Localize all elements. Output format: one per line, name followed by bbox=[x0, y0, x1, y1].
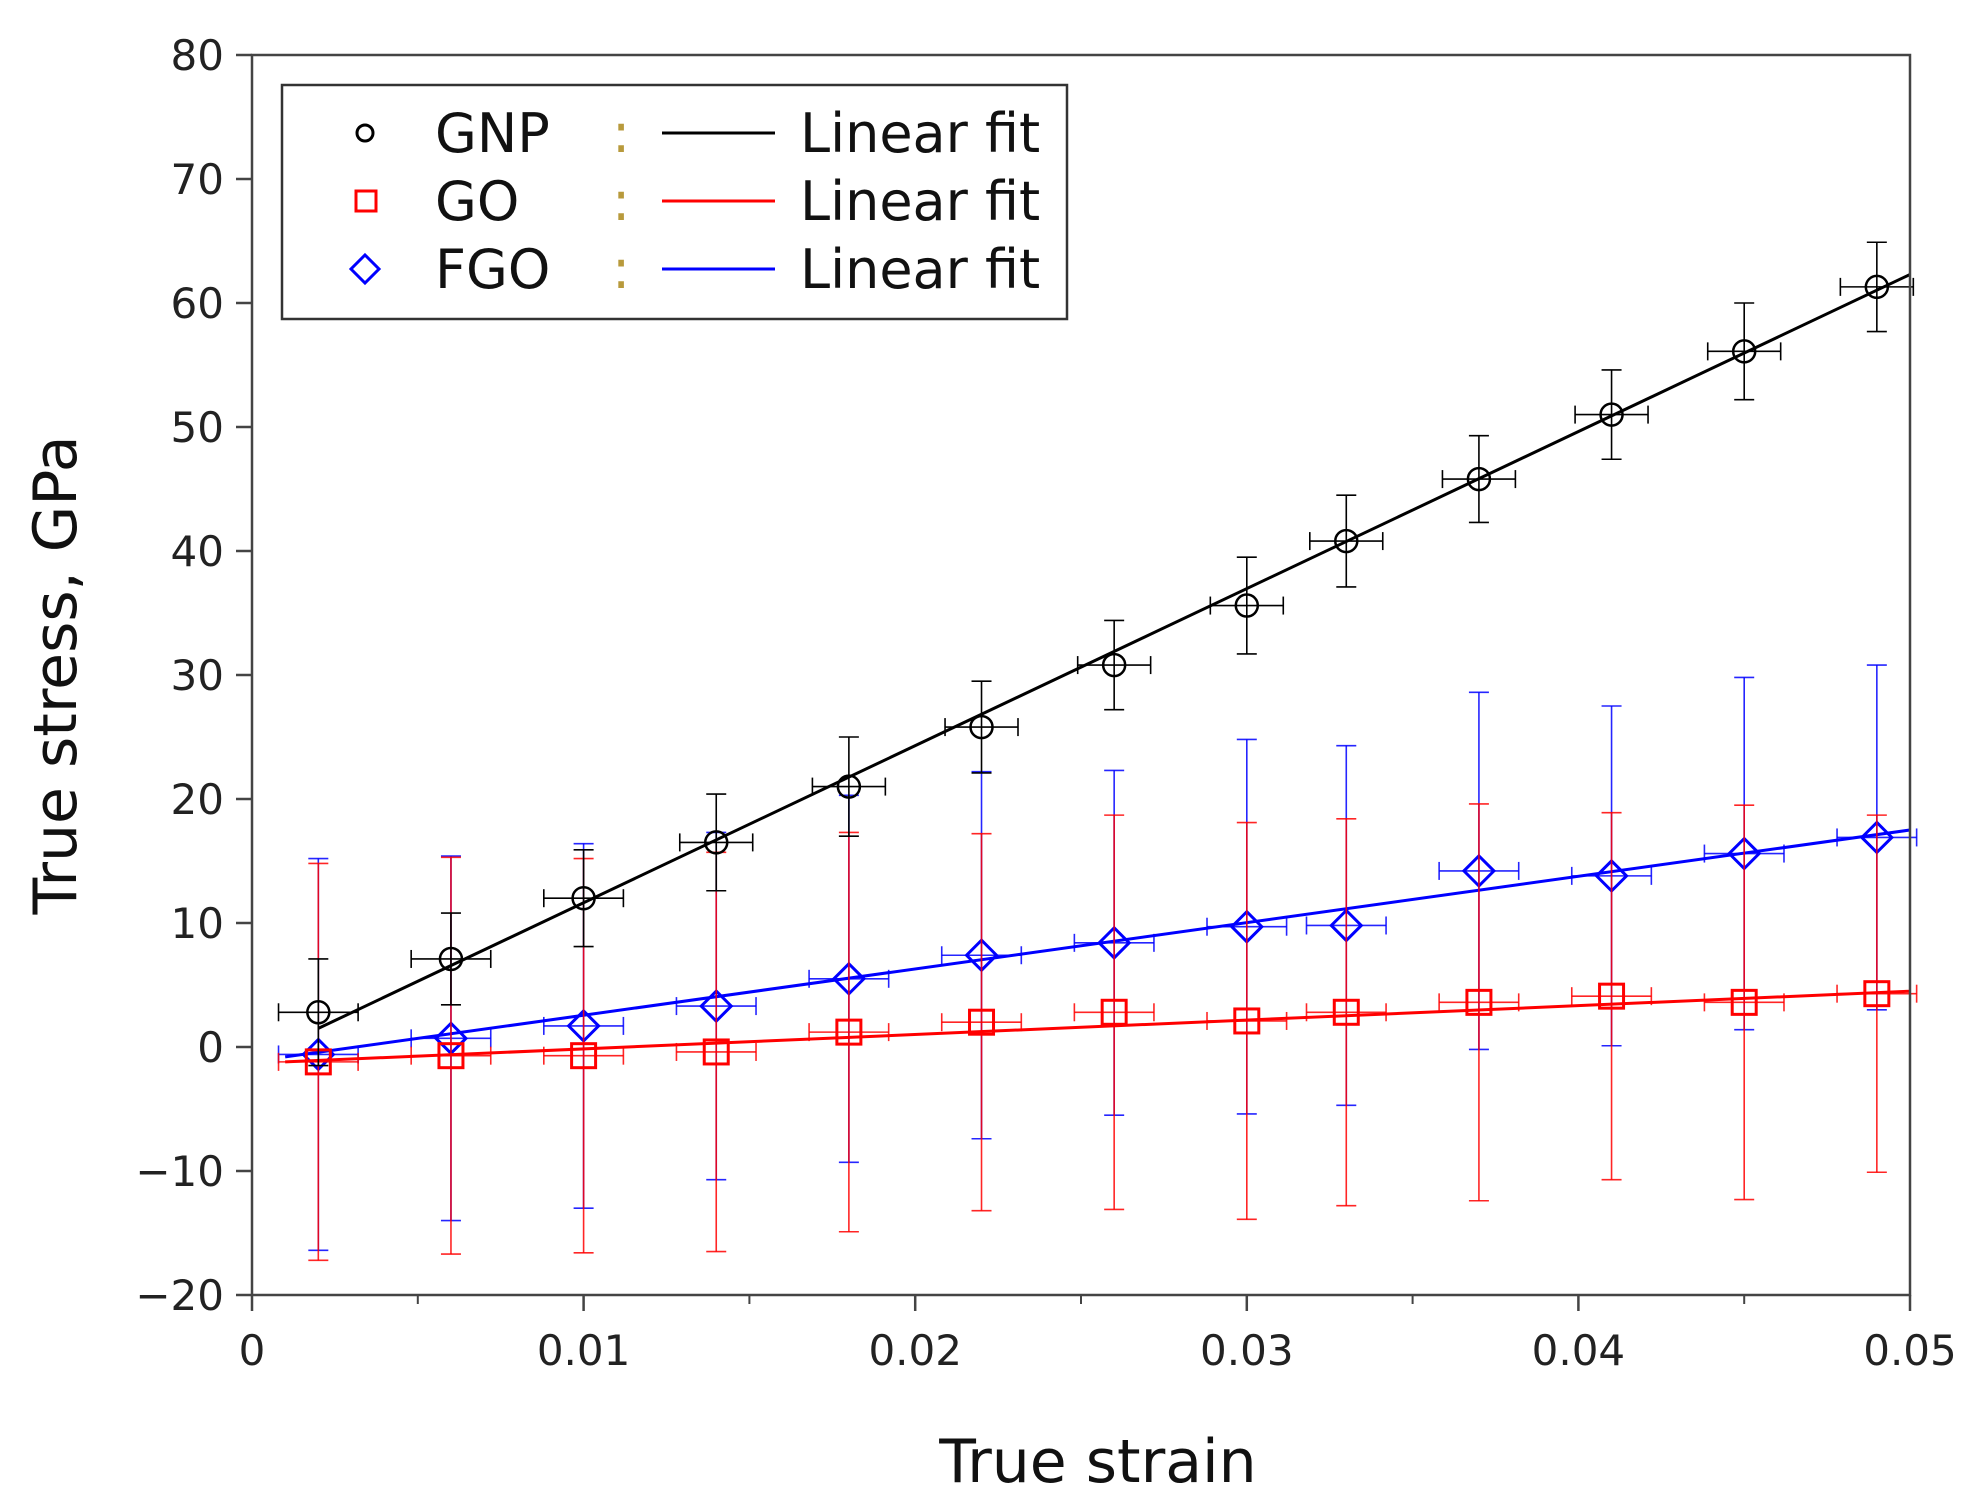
y-tick-label: 80 bbox=[171, 31, 224, 80]
data-point-marker bbox=[1599, 402, 1624, 427]
data-point-marker bbox=[1233, 1007, 1261, 1035]
data-point-marker bbox=[306, 1000, 331, 1025]
data-point-marker bbox=[1864, 274, 1890, 300]
data-point-marker bbox=[1101, 652, 1127, 678]
data-point-marker bbox=[836, 774, 862, 799]
series-go bbox=[277, 803, 1918, 1262]
y-axis-label: True stress, GPa bbox=[21, 436, 91, 916]
data-point-marker bbox=[438, 946, 464, 972]
data-point-marker bbox=[1234, 593, 1260, 618]
data-point-marker bbox=[968, 1008, 996, 1036]
legend-fit-label: Linear fit bbox=[800, 102, 1040, 165]
y-tick-label: 20 bbox=[171, 775, 224, 824]
series-layer bbox=[277, 241, 1918, 1262]
x-tick-label: 0.04 bbox=[1532, 1326, 1626, 1375]
legend-series-name: GNP bbox=[435, 102, 550, 165]
axis-layer: 0 0.01 0.02 0.03 0.04 0.05 −20 −10 0 10 20 30 40 50 60… bbox=[135, 31, 1956, 1375]
y-tick-label: 0 bbox=[197, 1023, 224, 1072]
data-point-marker bbox=[1466, 466, 1492, 492]
data-point-marker bbox=[1334, 528, 1359, 554]
legend-item-gnp: GNP: Linear fit bbox=[355, 102, 1040, 165]
linear-fit-line bbox=[317, 273, 1911, 1030]
data-point-marker bbox=[1730, 988, 1758, 1016]
legend-item-go: GO: Linear fit bbox=[354, 170, 1040, 233]
x-tick-label: 0.03 bbox=[1200, 1326, 1294, 1375]
x-tick-label: 0.02 bbox=[868, 1326, 962, 1375]
data-point-marker bbox=[1332, 998, 1360, 1026]
y-tick-label: 10 bbox=[171, 899, 224, 948]
legend-fit-label: Linear fit bbox=[800, 170, 1040, 233]
data-point-marker bbox=[570, 1042, 598, 1070]
legend-separator: : bbox=[612, 238, 630, 301]
data-point-marker bbox=[969, 714, 994, 740]
data-point-marker bbox=[437, 1042, 465, 1070]
data-point-marker bbox=[835, 1018, 863, 1046]
legend-separator: : bbox=[612, 170, 630, 233]
y-tick-label: 30 bbox=[171, 651, 224, 700]
legend-fit-label: Linear fit bbox=[800, 238, 1040, 301]
legend: GNP: Linear fit GO: Linear fit FGO: Linear fi… bbox=[280, 83, 1069, 321]
data-point-marker bbox=[571, 885, 596, 911]
y-tick-label: 40 bbox=[171, 527, 224, 576]
legend-circle-marker bbox=[355, 123, 375, 143]
data-point-marker bbox=[702, 1038, 730, 1066]
legend-item-fgo: FGO: Linear fit bbox=[348, 238, 1040, 301]
legend-diamond-marker bbox=[348, 252, 382, 286]
data-point-marker bbox=[1598, 982, 1626, 1010]
data-point-marker bbox=[1731, 339, 1757, 364]
x-tick-label: 0.05 bbox=[1863, 1326, 1957, 1375]
data-point-marker bbox=[1863, 980, 1891, 1008]
legend-series-name: FGO bbox=[435, 238, 550, 301]
series-gnp bbox=[277, 241, 1915, 1067]
y-tick-label: −20 bbox=[135, 1271, 224, 1320]
legend-separator: : bbox=[612, 102, 630, 165]
x-tick-label: 0 bbox=[239, 1326, 266, 1375]
y-tick-label: −10 bbox=[135, 1147, 224, 1196]
legend-square-marker bbox=[354, 189, 378, 213]
data-point-marker bbox=[1100, 998, 1128, 1026]
linear-fit-line bbox=[284, 828, 1911, 1059]
linear-fit-line bbox=[285, 989, 1911, 1064]
data-point-marker bbox=[703, 830, 729, 855]
x-axis-label: True strain bbox=[938, 1427, 1256, 1497]
data-point-marker bbox=[1465, 988, 1493, 1016]
y-tick-label: 70 bbox=[171, 155, 224, 204]
y-tick-label: 50 bbox=[171, 403, 224, 452]
x-tick-label: 0.01 bbox=[537, 1326, 631, 1375]
y-tick-label: 60 bbox=[171, 279, 224, 328]
legend-series-name: GO bbox=[435, 170, 519, 233]
